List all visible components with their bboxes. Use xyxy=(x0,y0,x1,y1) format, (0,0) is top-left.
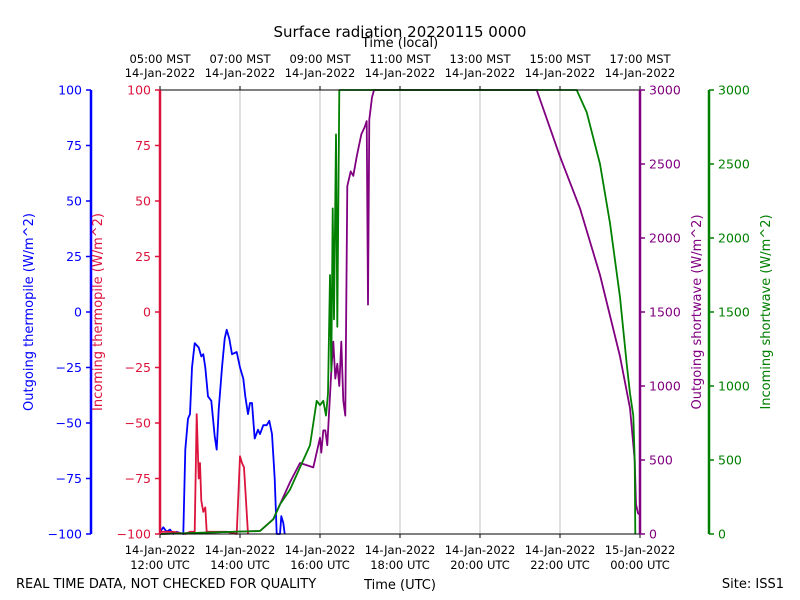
bottom-tick-date: 14-Jan-2022 xyxy=(125,543,196,557)
bottom-tick-date: 14-Jan-2022 xyxy=(365,543,436,557)
outgoing-shortwave-tick-label: 500 xyxy=(649,453,673,468)
outgoing-thermopile-tick-label: −100 xyxy=(48,527,82,542)
incoming-thermopile-tick-label: 100 xyxy=(127,83,151,98)
incoming-thermopile-tick-label: 75 xyxy=(135,138,151,153)
outgoing-thermopile-axis-label: Outgoing thermopile (W/m^2) xyxy=(22,213,37,411)
chart-title: Surface radiation 20220115 0000 xyxy=(274,23,527,41)
footer-quality-note: REAL TIME DATA, NOT CHECKED FOR QUALITY xyxy=(16,577,316,592)
top-tick-date: 14-Jan-2022 xyxy=(445,66,516,80)
outgoing-shortwave-tick-label: 1500 xyxy=(649,305,681,320)
series-layer xyxy=(159,89,641,535)
bottom-tick-time: 20:00 UTC xyxy=(450,558,510,572)
incoming-thermopile-tick-label: 50 xyxy=(135,194,151,209)
top-tick-time: 05:00 MST xyxy=(129,52,191,66)
top-tick-date: 14-Jan-2022 xyxy=(205,66,276,80)
incoming-thermopile-tick-label: 25 xyxy=(135,249,151,264)
incoming-shortwave-tick-label: 3000 xyxy=(718,83,750,98)
top-tick-time: 07:00 MST xyxy=(209,52,271,66)
incoming-shortwave-tick-label: 500 xyxy=(718,453,742,468)
top-tick-date: 14-Jan-2022 xyxy=(365,66,436,80)
bottom-tick-time: 22:00 UTC xyxy=(530,558,590,572)
top-tick-time: 15:00 MST xyxy=(529,52,591,66)
bottom-tick-time: 00:00 UTC xyxy=(610,558,670,572)
top-tick-time: 11:00 MST xyxy=(369,52,431,66)
outgoing-thermopile-tick-label: 75 xyxy=(66,138,82,153)
bottom-tick-time: 12:00 UTC xyxy=(130,558,190,572)
bottom-tick-date: 15-Jan-2022 xyxy=(605,543,676,557)
outgoing-shortwave-tick-label: 3000 xyxy=(649,83,681,98)
outgoing-shortwave-tick-label: 2500 xyxy=(649,157,681,172)
incoming-thermopile-tick-label: −25 xyxy=(125,360,151,375)
incoming-thermopile-tick-label: −100 xyxy=(117,527,151,542)
incoming-shortwave-series-line xyxy=(159,89,637,535)
top-tick-date: 14-Jan-2022 xyxy=(525,66,596,80)
bottom-tick-date: 14-Jan-2022 xyxy=(525,543,596,557)
outgoing-thermopile-tick-label: −50 xyxy=(56,416,82,431)
outgoing-shortwave-tick-label: 0 xyxy=(649,527,657,542)
incoming-shortwave-tick-label: 2000 xyxy=(718,231,750,246)
top-tick-time: 17:00 MST xyxy=(609,52,671,66)
outgoing-shortwave-series-line xyxy=(159,89,641,535)
incoming-shortwave-tick-label: 1000 xyxy=(718,379,750,394)
bottom-tick-date: 14-Jan-2022 xyxy=(445,543,516,557)
top-axis-label: Time (local) xyxy=(361,36,438,51)
incoming-shortwave-tick-label: 1500 xyxy=(718,305,750,320)
bottom-tick-time: 14:00 UTC xyxy=(210,558,270,572)
outgoing-thermopile-tick-label: −25 xyxy=(56,360,82,375)
incoming-shortwave-tick-label: 0 xyxy=(718,527,726,542)
bottom-tick-time: 16:00 UTC xyxy=(290,558,350,572)
top-tick-time: 13:00 MST xyxy=(449,52,511,66)
outgoing-shortwave-tick-label: 1000 xyxy=(649,379,681,394)
incoming-thermopile-tick-label: −50 xyxy=(125,416,151,431)
incoming-thermopile-tick-label: −75 xyxy=(125,471,151,486)
outgoing-shortwave-tick-label: 2000 xyxy=(649,231,681,246)
top-tick-date: 14-Jan-2022 xyxy=(125,66,196,80)
outgoing-thermopile-series-line xyxy=(159,328,286,535)
incoming-thermopile-tick-label: 0 xyxy=(143,305,151,320)
outgoing-thermopile-tick-label: 25 xyxy=(66,249,82,264)
top-tick-date: 14-Jan-2022 xyxy=(285,66,356,80)
x-axis-label: Time (UTC) xyxy=(363,578,436,593)
bottom-tick-date: 14-Jan-2022 xyxy=(285,543,356,557)
outgoing-thermopile-tick-label: 50 xyxy=(66,194,82,209)
bottom-tick-time: 18:00 UTC xyxy=(370,558,430,572)
outgoing-thermopile-tick-label: 0 xyxy=(74,305,82,320)
incoming-thermopile-series-line xyxy=(160,413,249,535)
outgoing-thermopile-tick-label: −75 xyxy=(56,471,82,486)
outgoing-thermopile-tick-label: 100 xyxy=(58,83,82,98)
outgoing-shortwave-axis-label: Outgoing shortwave (W/m^2) xyxy=(690,214,705,409)
top-tick-date: 14-Jan-2022 xyxy=(605,66,676,80)
footer-site-label: Site: ISS1 xyxy=(722,577,784,592)
incoming-shortwave-axis-label: Incoming shortwave (W/m^2) xyxy=(759,214,774,409)
top-tick-time: 09:00 MST xyxy=(289,52,351,66)
incoming-thermopile-axis-label: Incoming thermopile (W/m^2) xyxy=(91,213,106,411)
bottom-tick-date: 14-Jan-2022 xyxy=(205,543,276,557)
incoming-shortwave-tick-label: 2500 xyxy=(718,157,750,172)
